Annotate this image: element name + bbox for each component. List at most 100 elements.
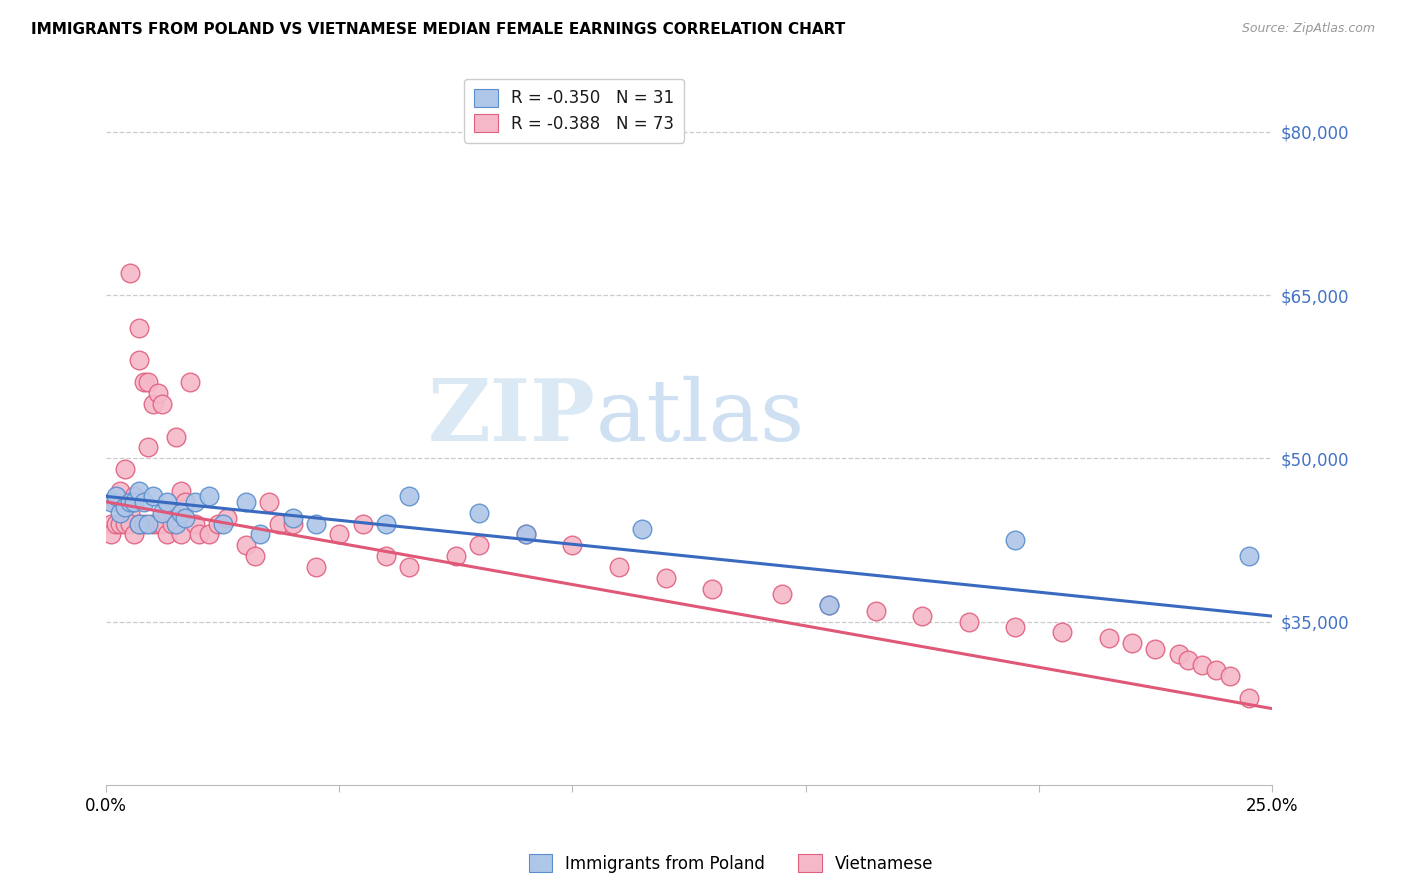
Point (174, 511, 197, 525)
Point (1219, 669, 1241, 683)
Point (328, 527, 350, 541)
Point (375, 516, 398, 531)
Point (150, 516, 173, 531)
Point (136, 516, 159, 531)
Point (110, 483, 132, 498)
Point (128, 353, 150, 368)
Point (122, 489, 145, 503)
Point (1144, 641, 1167, 656)
Point (1050, 625, 1073, 640)
Point (146, 386, 169, 401)
Point (118, 266, 141, 280)
Point (818, 598, 841, 612)
Point (132, 375, 155, 389)
Point (104, 489, 127, 503)
Point (128, 516, 150, 531)
Point (444, 549, 467, 564)
Point (1237, 549, 1260, 564)
Point (165, 516, 187, 531)
Point (179, 375, 201, 389)
Point (150, 397, 173, 411)
Point (110, 516, 132, 531)
Point (128, 320, 150, 334)
Point (100, 495, 122, 509)
Point (122, 495, 145, 509)
Point (100, 527, 122, 541)
Point (1191, 658, 1213, 673)
Point (515, 527, 537, 541)
Point (118, 516, 141, 531)
Point (249, 527, 271, 541)
Point (122, 527, 145, 541)
Point (654, 571, 676, 585)
Point (305, 516, 328, 531)
Point (114, 462, 136, 476)
Point (104, 495, 127, 509)
Point (245, 549, 267, 564)
Point (1177, 652, 1199, 666)
Point (631, 522, 654, 536)
Point (468, 538, 491, 552)
Point (184, 495, 207, 509)
Point (156, 527, 179, 541)
Point (142, 489, 165, 503)
Point (150, 506, 173, 520)
Point (110, 506, 132, 520)
Point (198, 489, 221, 503)
Point (146, 516, 169, 531)
Point (184, 516, 207, 531)
Point (114, 500, 136, 515)
Point (235, 495, 257, 509)
Point (305, 560, 328, 574)
Point (1004, 533, 1026, 547)
Point (165, 429, 187, 443)
Point (104, 516, 127, 531)
Point (1098, 631, 1121, 645)
Point (1167, 647, 1189, 661)
Point (136, 375, 159, 389)
Point (281, 516, 304, 531)
Point (170, 506, 193, 520)
Point (267, 516, 290, 531)
Point (128, 483, 150, 498)
Point (561, 538, 583, 552)
Point (1205, 664, 1227, 678)
Point (207, 516, 229, 531)
Text: Source: ZipAtlas.com: Source: ZipAtlas.com (1241, 22, 1375, 36)
Point (142, 516, 165, 531)
Point (188, 527, 211, 541)
Point (170, 527, 193, 541)
Point (352, 516, 374, 531)
Point (156, 495, 179, 509)
Point (132, 516, 155, 531)
Point (128, 516, 150, 531)
Point (957, 615, 980, 629)
Point (118, 495, 141, 509)
Point (468, 506, 491, 520)
Point (132, 495, 155, 509)
Point (398, 560, 420, 574)
Point (174, 495, 197, 509)
Text: atlas: atlas (596, 376, 804, 458)
Text: ZIP: ZIP (427, 375, 596, 459)
Legend: R = -0.350   N = 31, R = -0.388   N = 73: R = -0.350 N = 31, R = -0.388 N = 73 (464, 78, 685, 143)
Point (281, 511, 304, 525)
Point (136, 441, 159, 455)
Point (1237, 690, 1260, 705)
Point (211, 516, 233, 531)
Point (100, 516, 122, 531)
Point (198, 527, 221, 541)
Point (156, 506, 179, 520)
Point (770, 587, 793, 601)
Point (818, 598, 841, 612)
Point (160, 516, 183, 531)
Text: IMMIGRANTS FROM POLAND VS VIETNAMESE MEDIAN FEMALE EARNINGS CORRELATION CHART: IMMIGRANTS FROM POLAND VS VIETNAMESE MED… (31, 22, 845, 37)
Point (515, 527, 537, 541)
Legend: Immigrants from Poland, Vietnamese: Immigrants from Poland, Vietnamese (522, 847, 941, 880)
Point (118, 506, 141, 520)
Point (1004, 620, 1026, 634)
Point (235, 538, 257, 552)
Point (142, 397, 165, 411)
Point (607, 560, 630, 574)
Point (170, 483, 193, 498)
